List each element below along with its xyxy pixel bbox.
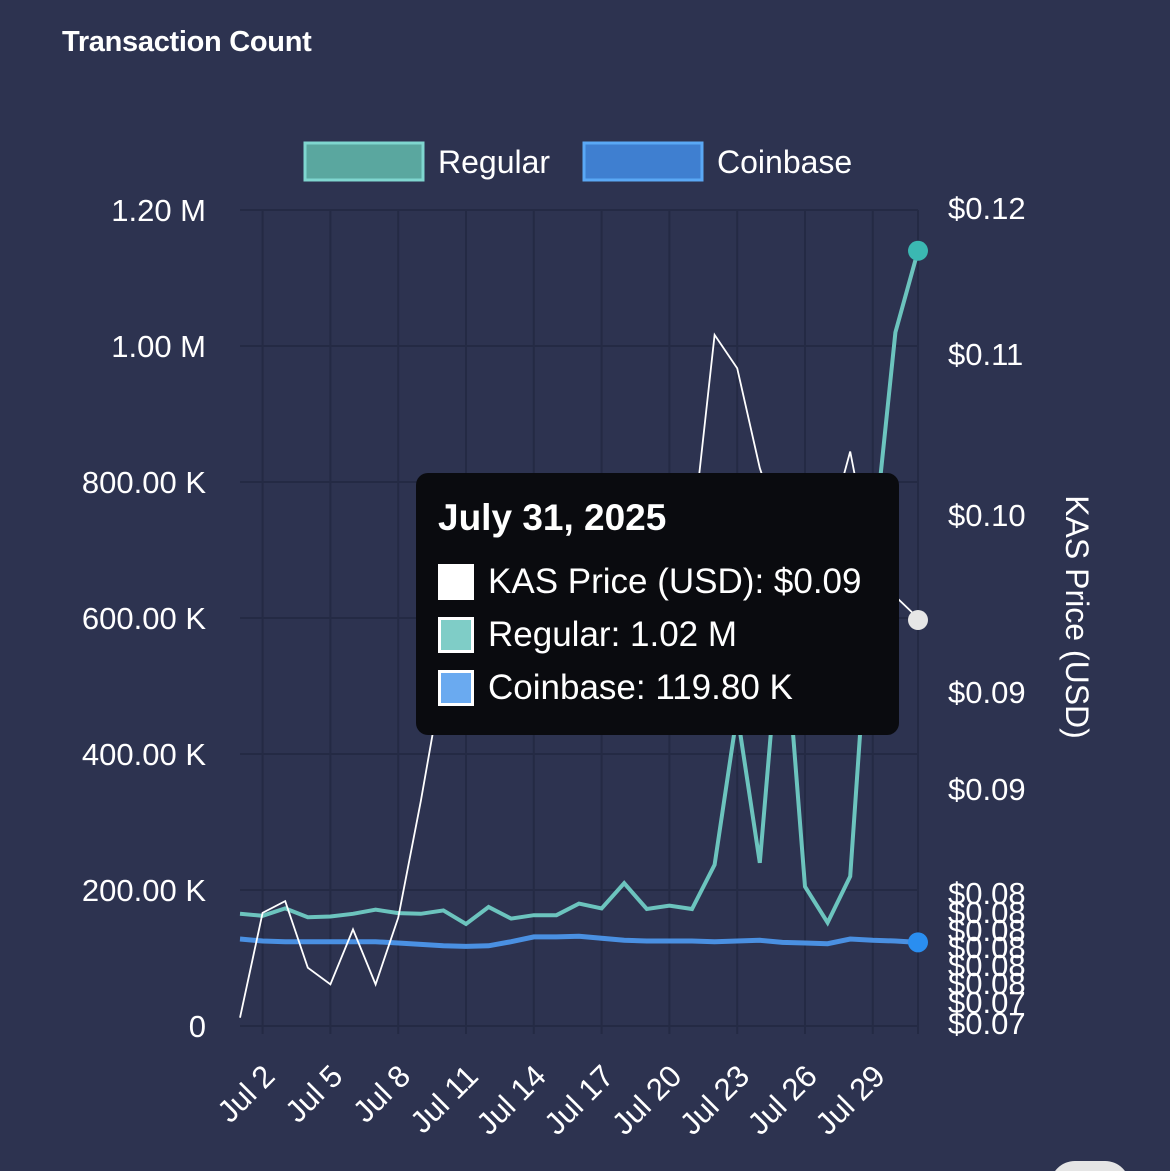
y-right-tick-label: $0.07 [948, 1006, 1026, 1041]
y-right-tick-label: $0.08 [948, 948, 1026, 983]
left-axis: 0 200.00 K 400.00 K 600.00 K 800.00 K 1.00 M 1… [82, 193, 206, 1044]
x-tick-label: Jul 23 [673, 1058, 756, 1141]
y-left-tick-label: 1.00 M [111, 329, 206, 364]
y-left-tick-label: 1.20 M [111, 193, 206, 228]
y-right-tick-label: $0.11 [948, 337, 1023, 372]
x-tick-label: Jul 17 [537, 1058, 620, 1141]
tooltip-row-price: KAS Price (USD) $0.09 [438, 555, 877, 608]
tooltip-row-regular: Regular 1.02 M [438, 608, 877, 661]
x-tick-label: Jul 29 [808, 1058, 891, 1141]
y-left-tick-label: 0 [189, 1009, 206, 1044]
y-right-tick-label: $0.08 [948, 966, 1026, 1001]
hover-tooltip: July 31, 2025 KAS Price (USD) $0.09 Regu… [416, 473, 899, 735]
legend-swatch-coinbase [582, 141, 704, 182]
coinbase-end-point [908, 932, 928, 953]
series-line-coinbase [239, 933, 919, 949]
tooltip-value-regular: 1.02 M [630, 614, 738, 654]
legend-swatch-regular [303, 141, 425, 182]
y-left-tick-label: 200.00 K [82, 873, 206, 908]
y-right-tick-label: $0.09 [948, 772, 1026, 807]
x-tick-label: Jul 14 [469, 1058, 552, 1141]
y-right-tick-label: $0.08 [948, 895, 1026, 930]
x-tick-label: Jul 26 [741, 1058, 824, 1141]
chart-title: Transaction Count [62, 26, 312, 58]
tooltip-value-coinbase: 119.80 K [655, 667, 793, 707]
y-right-tick-label: $0.08 [948, 913, 1026, 948]
coinbase-swatch [438, 669, 474, 706]
tooltip-label-coinbase: Coinbase [488, 668, 655, 708]
y-right-tick-label: $0.08 [948, 930, 1026, 965]
tooltip-date: July 31, 2025 [438, 497, 667, 538]
tooltip-value-price: $0.09 [773, 561, 862, 601]
regular-swatch [438, 616, 474, 653]
tooltip-row-coinbase: Coinbase 119.80 K [438, 661, 877, 714]
regular-end-point [908, 240, 928, 261]
scroll-indicator [1050, 1161, 1130, 1171]
y-right-axis-title: KAS Price (USD) [1059, 495, 1095, 739]
right-axis: $0.07$0.07$0.08$0.08$0.08$0.08$0.08$0.08… [948, 191, 1095, 1041]
y-right-tick-label: $0.07 [948, 985, 1026, 1020]
legend-label-regular: Regular [438, 144, 550, 180]
y-left-tick-label: 600.00 K [82, 601, 206, 636]
y-right-tick-label: $0.10 [948, 498, 1026, 533]
tooltip-label-price: KAS Price (USD) [488, 562, 774, 602]
series-line-regular [239, 250, 920, 927]
y-right-tick-label: $0.12 [948, 191, 1026, 226]
y-left-tick-label: 400.00 K [82, 737, 206, 772]
x-tick-label: Jul 11 [403, 1058, 485, 1140]
y-left-tick-label: 800.00 K [82, 465, 206, 500]
legend-label-coinbase: Coinbase [717, 144, 852, 180]
price-hover-point [908, 610, 928, 630]
y-right-tick-label: $0.09 [948, 675, 1026, 710]
x-tick-label: Jul 5 [278, 1058, 349, 1129]
price-swatch [438, 563, 474, 600]
end-points [908, 240, 928, 953]
tooltip-label-regular: Regular [488, 615, 630, 655]
y-right-tick-label: $0.08 [948, 876, 1026, 911]
legend: Regular Coinbase [303, 141, 852, 182]
x-tick-label: Jul 20 [605, 1058, 688, 1141]
x-tick-label: Jul 2 [210, 1058, 281, 1129]
